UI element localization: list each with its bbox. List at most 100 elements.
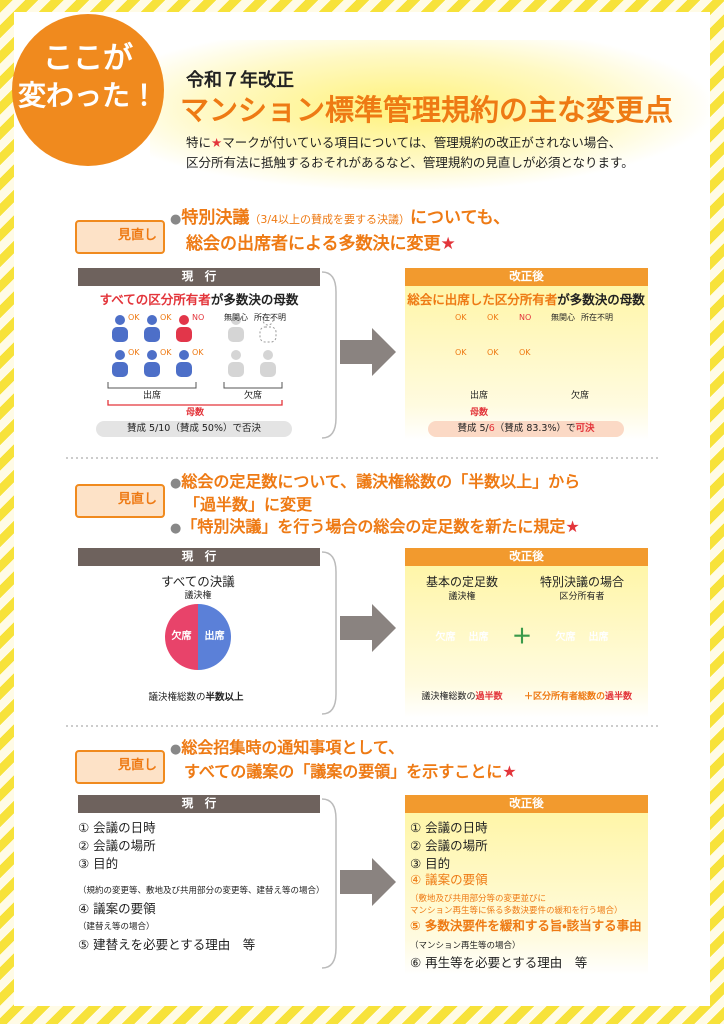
heading: ●総会招集時の通知事項として、	[170, 738, 405, 757]
notice-item-part: （建替え等の場合）	[78, 922, 155, 932]
absent-body	[260, 362, 276, 377]
absent-head	[231, 350, 241, 360]
absent-label-part: 無関心	[224, 313, 248, 322]
notice-item-part: ① 会議の日時	[78, 820, 156, 835]
heading-part: 総会の定足数について、議決権総数の「半数以上」から	[181, 472, 581, 491]
result-part: 賛成 5/	[457, 423, 489, 434]
notice-item-part: ③ 目的	[78, 856, 119, 871]
base-bracket	[107, 400, 283, 406]
absent-label-part: 無関心	[551, 313, 575, 322]
absent-label: 無関心	[224, 314, 248, 322]
panel-label-part: 改正後	[509, 549, 544, 563]
vote-mark: OK	[128, 349, 140, 357]
vote-mark-part: OK	[487, 348, 499, 357]
group-label-part: 欠席	[243, 391, 263, 401]
notice-item: ⑥ 再生等を必要とする理由 等	[410, 956, 587, 970]
brace	[321, 271, 337, 439]
slice-label-part: 欠席	[555, 632, 576, 643]
notice-item-part: （規約の変更等、敷地及び共用部分の変更等、建替え等の場合）	[78, 886, 325, 896]
pie-note: ＋区分所有者総数の過半数	[524, 693, 632, 702]
tag	[75, 220, 165, 254]
group-bracket	[223, 382, 283, 389]
notice-item-part: ④ 議案の要領	[410, 872, 488, 887]
year: 令和７年改正	[186, 72, 294, 90]
caption-part: が多数決の母数	[210, 292, 299, 307]
heading-part: ●	[170, 476, 182, 491]
slice-label: 欠席	[556, 633, 576, 643]
notice-item: ① 会議の日時	[410, 821, 488, 835]
caption-part: が多数決の母数	[557, 292, 645, 307]
absent-label-part: 所在不明	[254, 313, 286, 322]
group-label: 欠席	[244, 392, 262, 401]
tag-text: 見直し	[118, 759, 157, 772]
panel-label: 現 行	[182, 550, 217, 563]
notice-item: （建替え等の場合）	[78, 923, 155, 932]
heading: 「過半数」に変更	[184, 497, 312, 513]
notice-item-part: （敷地及び共用部分等の変更並びに	[410, 894, 547, 904]
heading-part: すべての議案の「議案の要領」を示すことに	[184, 762, 503, 781]
pie-note-part: 半数以上	[205, 692, 244, 703]
person-head	[147, 350, 157, 360]
intro: 区分所有法に抵触するおそれがあるなど、管理規約の見直しが必須となります。	[186, 155, 634, 170]
panel-label: 現 行	[182, 797, 217, 810]
heading-part: 総会招集時の通知事項として、	[181, 738, 405, 757]
notice-item: （敷地及び共用部分等の変更並びに	[410, 895, 546, 904]
pie-note: 議決権総数の過半数	[421, 693, 502, 702]
panel-label: 改正後	[509, 270, 544, 283]
person-body	[112, 362, 128, 377]
pie-note: 議決権総数の半数以上	[148, 693, 243, 703]
after-panel	[405, 268, 648, 440]
caption: 総会に出席した区分所有者が多数決の母数	[407, 292, 645, 307]
person-head	[115, 350, 125, 360]
absent-head	[262, 314, 274, 326]
slice-label-part: 出席	[468, 632, 489, 643]
slice-label: 出席	[469, 633, 489, 643]
caption-part: すべての決議	[161, 574, 235, 589]
arrow	[340, 858, 396, 906]
notice-item: マンション再生等に係る多数決要件の緩和を行う場合）	[410, 907, 623, 916]
arrow	[340, 328, 396, 376]
intro-part: 区分所有法に抵触するおそれがあるなど、管理規約の見直しが必須となります。	[186, 155, 634, 170]
slice-label-part: 出席	[588, 632, 609, 643]
heading-part: ●	[170, 212, 182, 227]
heading-part: 「特別決議」を行う場合の総会の定足数を新たに規定	[181, 517, 566, 536]
pie-title: 議決権	[448, 593, 475, 602]
person-head	[147, 315, 157, 325]
panel-label: 改正後	[509, 549, 544, 563]
heading: ●総会の定足数について、議決権総数の「半数以上」から	[170, 472, 581, 491]
plus-part: ＋	[512, 624, 532, 648]
slice-label: 欠席	[172, 632, 192, 642]
vote-mark-part: OK	[455, 348, 467, 357]
notice-item-part: マンション再生等に係る多数決要件の緩和を行う場合）	[410, 906, 623, 916]
frame-title: 特別決議の場合	[540, 576, 624, 588]
person-head	[179, 315, 189, 325]
absent-body	[228, 327, 244, 342]
frame-title-part: 基本の定足数	[425, 575, 499, 589]
result-box	[96, 421, 292, 437]
tag-text-part: 見直し	[118, 492, 158, 507]
base-label-part: 母数	[469, 408, 489, 418]
heading-part: ★	[502, 762, 517, 781]
pie-note-part: 議決権総数の	[421, 692, 476, 702]
tag-text-part: 見直し	[118, 228, 158, 243]
vote-mark-part: OK	[192, 348, 204, 357]
absent-label: 所在不明	[581, 314, 613, 322]
vote-mark: OK	[455, 314, 467, 322]
slice-label-part: 欠席	[171, 631, 192, 642]
pie-slice	[198, 604, 231, 670]
vote-mark: NO	[519, 314, 531, 322]
vote-mark-part: OK	[519, 348, 531, 357]
title-part: マンション標準管理規約の主な変更点	[180, 93, 674, 127]
result-part: 賛成 5/10（賛成 50%）で否決	[127, 423, 261, 434]
result: 賛成 5/6（賛成 83.3%）で可決	[457, 424, 594, 434]
frame-title-part: 特別決議の場合	[539, 575, 625, 589]
vote-mark-part: OK	[160, 313, 172, 322]
vote-mark: OK	[160, 349, 172, 357]
notice-item-part: （マンション再生等の場合）	[410, 941, 521, 951]
notice-item-part: ③ 目的	[410, 856, 451, 871]
heading-part: ●	[170, 521, 182, 536]
person-body	[176, 362, 192, 377]
group-label: 出席	[143, 392, 161, 401]
after-panel	[405, 548, 648, 718]
